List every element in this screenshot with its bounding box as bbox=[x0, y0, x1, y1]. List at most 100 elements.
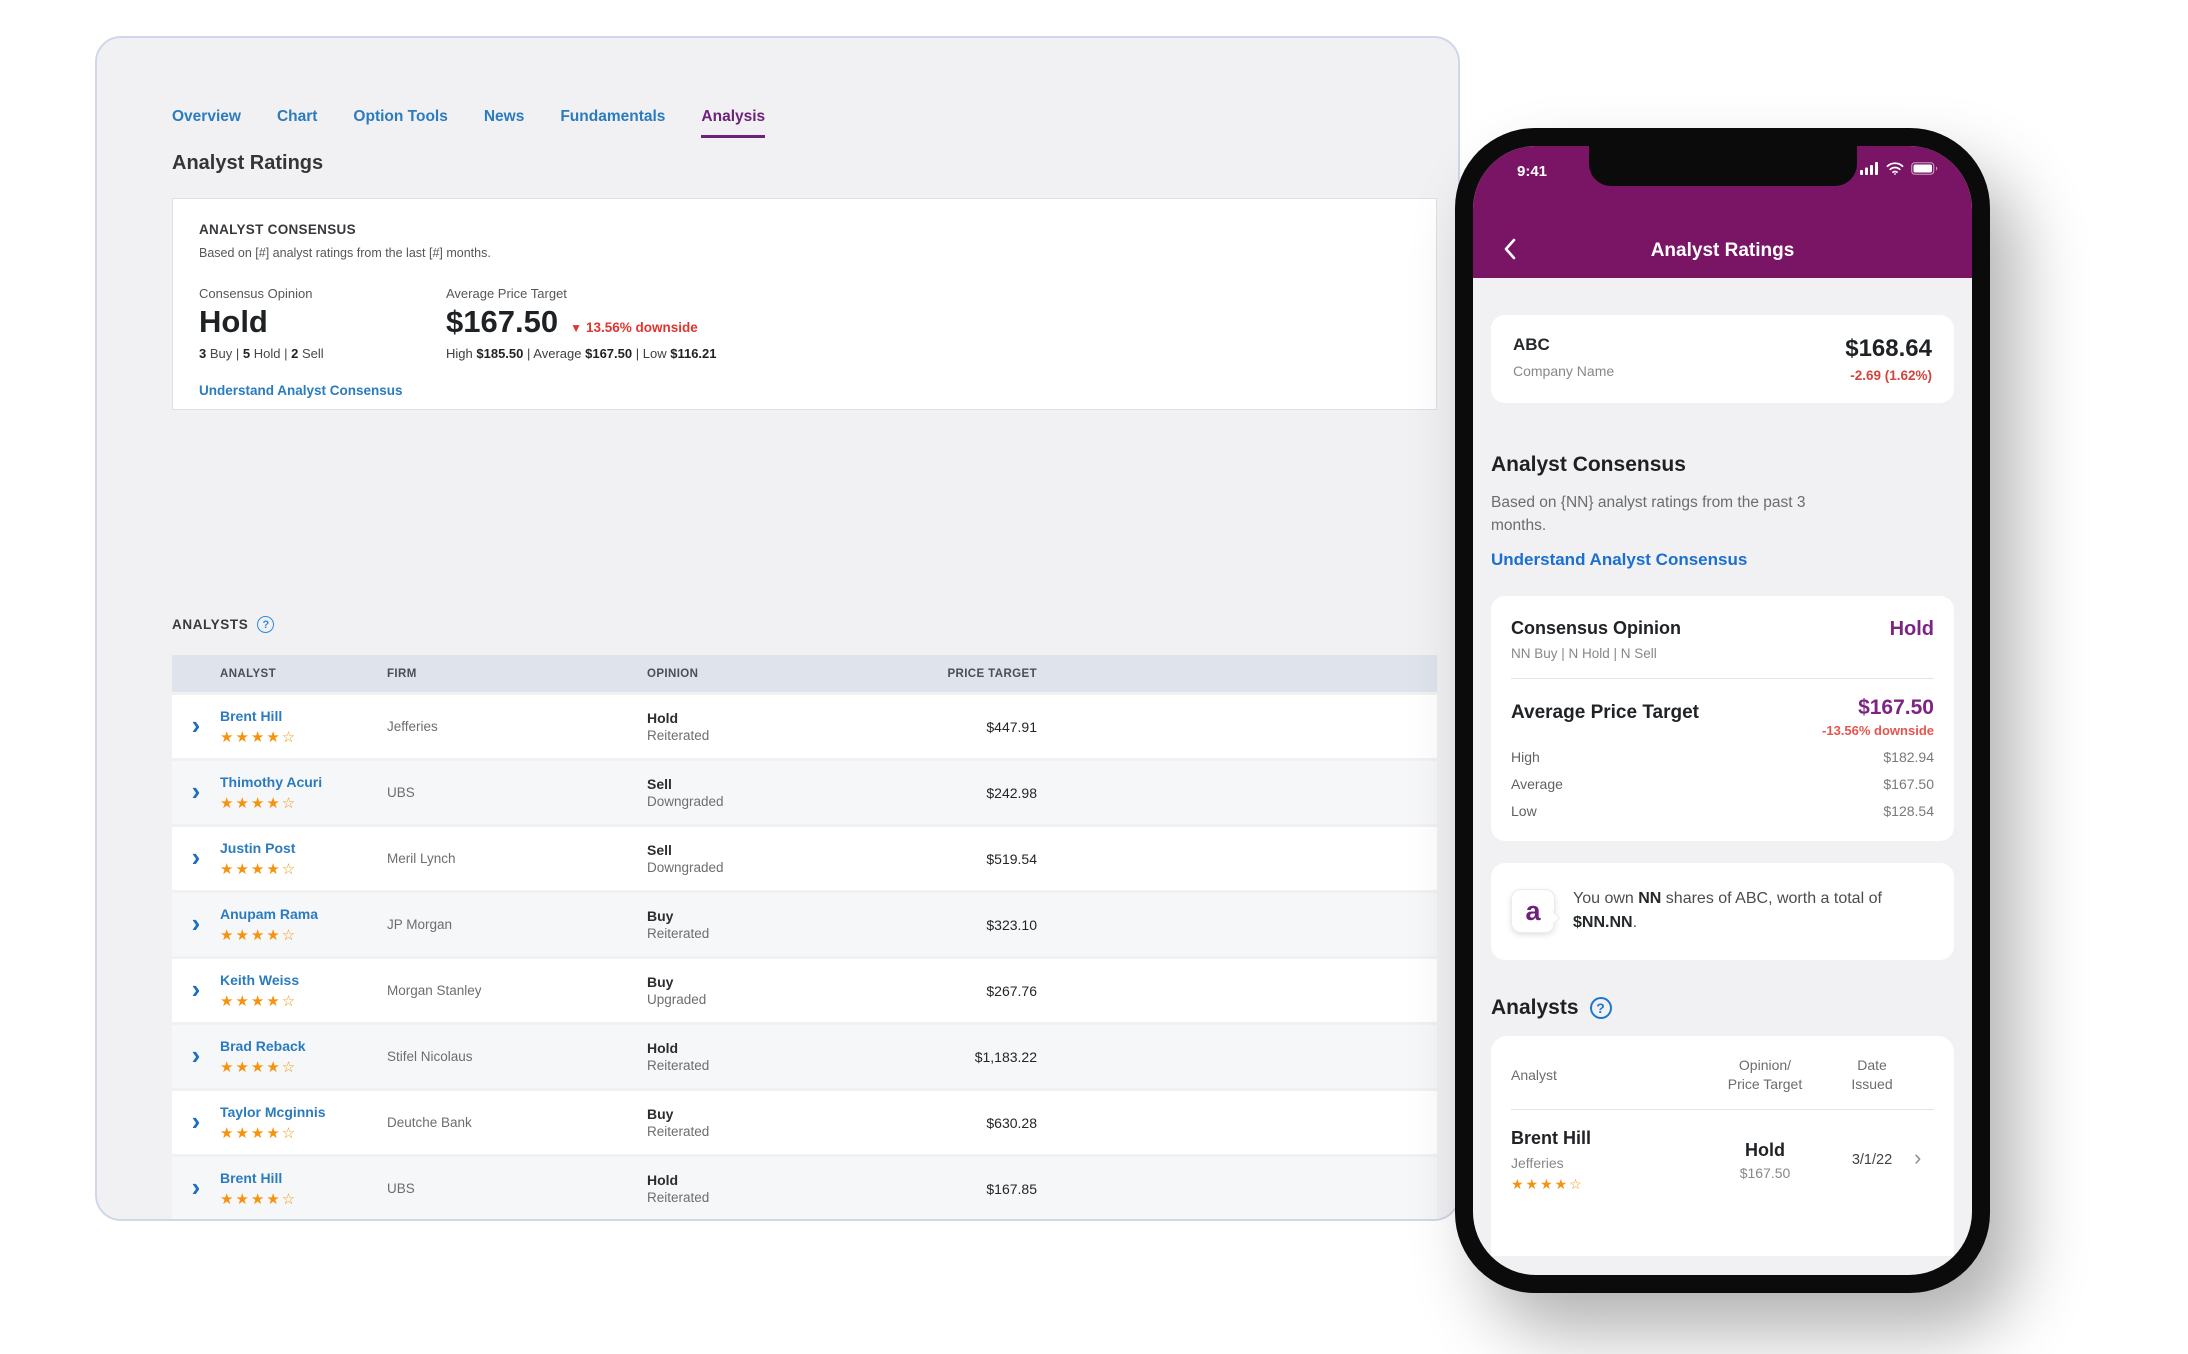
analyst-name-link[interactable]: Anupam Rama bbox=[220, 905, 319, 922]
header-opinion: OPINION bbox=[647, 667, 699, 680]
row-expand-chevron-icon[interactable]: › bbox=[191, 709, 201, 740]
phone-analysts-card: Analyst Opinion/ Price Target Date Issue… bbox=[1491, 1036, 1954, 1257]
star-rating: ★★★★☆ bbox=[220, 728, 298, 746]
tab-option-tools[interactable]: Option Tools bbox=[353, 108, 448, 125]
understand-consensus-link[interactable]: Understand Analyst Consensus bbox=[199, 383, 403, 398]
tab-bar: Overview Chart Option Tools News Fundame… bbox=[172, 108, 766, 138]
firm-cell: Meril Lynch bbox=[387, 851, 456, 866]
range-value-high: $182.94 bbox=[1883, 748, 1934, 765]
star-rating: ★★★★☆ bbox=[220, 1124, 298, 1142]
consensus-opinion-label: Consensus Opinion bbox=[199, 286, 313, 301]
row-expand-chevron-icon[interactable]: › bbox=[191, 1039, 201, 1070]
table-row[interactable]: › Anupam Rama ★★★★☆ JP Morgan Buy Reiterated $… bbox=[172, 893, 1437, 956]
price-target-cell: $242.98 bbox=[986, 784, 1037, 801]
phone-analyst-name: Brent Hill bbox=[1511, 1127, 1592, 1148]
phone-analyst-firm: Jefferies bbox=[1511, 1154, 1564, 1171]
firm-cell: UBS bbox=[387, 785, 415, 800]
wifi-icon bbox=[1886, 162, 1904, 180]
header-price-target: PRICE TARGET bbox=[947, 667, 1037, 680]
phone-target-value: $167.50 bbox=[1858, 695, 1934, 719]
phone-header-opinion: Opinion/ Price Target bbox=[1727, 1057, 1803, 1092]
tab-fundamentals[interactable]: Fundamentals bbox=[560, 108, 666, 125]
phone-rating-breakdown: NN Buy | N Hold | N Sell bbox=[1511, 645, 1657, 661]
star-rating: ★★★★☆ bbox=[220, 926, 298, 944]
analysts-help-icon[interactable]: ? bbox=[257, 616, 275, 633]
table-row[interactable]: › Brad Reback ★★★★☆ Stifel Nicolaus Hold Reit… bbox=[172, 1025, 1437, 1088]
table-row[interactable]: › Justin Post ★★★★☆ Meril Lynch Sell Downgrad… bbox=[172, 827, 1437, 890]
company-name: Company Name bbox=[1513, 363, 1615, 379]
battery-icon bbox=[1911, 162, 1938, 180]
price-target-value: $167.50 bbox=[446, 304, 559, 339]
page-title: Analyst Ratings bbox=[172, 152, 324, 174]
analyst-name-link[interactable]: Taylor Mcginnis bbox=[220, 1103, 326, 1120]
header-analyst: ANALYST bbox=[220, 667, 277, 680]
price-target-cell: $267.76 bbox=[986, 982, 1037, 999]
price-target-cell: $167.85 bbox=[986, 1180, 1037, 1197]
consensus-card-title: ANALYST CONSENSUS bbox=[199, 222, 356, 237]
table-header-row: ANALYST FIRM OPINION PRICE TARGET bbox=[172, 655, 1437, 692]
opinion-cell: Buy Upgraded bbox=[647, 974, 707, 1007]
analyst-name-link[interactable]: Brent Hill bbox=[220, 1169, 283, 1186]
back-chevron-icon[interactable] bbox=[1503, 238, 1517, 265]
phone-row-chevron-icon[interactable]: › bbox=[1914, 1145, 1922, 1171]
range-label-high: High bbox=[1511, 748, 1540, 765]
table-row[interactable]: › Keith Weiss ★★★★☆ Morgan Stanley Buy Upgrad… bbox=[172, 959, 1437, 1022]
firm-cell: Morgan Stanley bbox=[387, 983, 482, 998]
phone-analyst-date: 3/1/22 bbox=[1851, 1152, 1893, 1169]
firm-cell: Deutche Bank bbox=[387, 1115, 472, 1130]
opinion-cell: Buy Reiterated bbox=[647, 1106, 710, 1139]
firm-cell: UBS bbox=[387, 1181, 415, 1196]
row-expand-chevron-icon[interactable]: › bbox=[191, 775, 201, 806]
row-expand-chevron-icon[interactable]: › bbox=[191, 907, 201, 938]
app-logo-icon: a bbox=[1511, 889, 1555, 934]
rating-breakdown: 3 Buy | 5 Hold | 2 Sell bbox=[199, 346, 324, 361]
row-expand-chevron-icon[interactable]: › bbox=[191, 1171, 201, 1202]
range-value-average: $167.50 bbox=[1883, 775, 1934, 792]
table-row[interactable]: › Taylor Mcginnis ★★★★☆ Deutche Bank Buy Reit… bbox=[172, 1091, 1437, 1154]
analyst-name-link[interactable]: Brad Reback bbox=[220, 1037, 306, 1054]
phone-analyst-price: $167.50 bbox=[1739, 1164, 1791, 1181]
analyst-name-link[interactable]: Thimothy Acuri bbox=[220, 773, 323, 790]
analyst-name-link[interactable]: Justin Post bbox=[220, 839, 296, 856]
phone-consensus-card: Consensus Opinion NN Buy | N Hold | N Se… bbox=[1491, 595, 1954, 841]
phone-star-rating: ★★★★☆ bbox=[1511, 1175, 1584, 1192]
consensus-card-subtitle: Based on [#] analyst ratings from the la… bbox=[199, 246, 491, 260]
tab-chart[interactable]: Chart bbox=[276, 108, 318, 125]
firm-cell: Stifel Nicolaus bbox=[387, 1049, 473, 1064]
phone-understand-consensus-link[interactable]: Understand Analyst Consensus bbox=[1491, 549, 1748, 569]
analyst-consensus-card: ANALYST CONSENSUS Based on [#] analyst r… bbox=[172, 198, 1437, 410]
table-row[interactable]: › Brent Hill ★★★★☆ UBS Hold Reiterated $167.85 bbox=[172, 1157, 1437, 1219]
analysts-section-title: ANALYSTS bbox=[172, 617, 249, 632]
phone-analyst-opinion: Hold bbox=[1745, 1139, 1785, 1160]
price-target-cell: $1,183.22 bbox=[974, 1048, 1037, 1065]
row-expand-chevron-icon[interactable]: › bbox=[191, 1105, 201, 1136]
tab-news[interactable]: News bbox=[483, 108, 525, 125]
phone-mockup: 9:41 bbox=[1455, 128, 1990, 1293]
table-row[interactable]: › Thimothy Acuri ★★★★☆ UBS Sell Downgraded $24… bbox=[172, 761, 1437, 824]
tab-analysis[interactable]: Analysis bbox=[701, 108, 766, 138]
signal-icon bbox=[1860, 162, 1879, 180]
table-row[interactable]: › Brent Hill ★★★★☆ Jefferies Hold Reiterated $… bbox=[172, 695, 1437, 758]
analyst-name-link[interactable]: Brent Hill bbox=[220, 707, 283, 724]
analyst-table-body: › Brent Hill ★★★★☆ Jefferies Hold Reiterated $… bbox=[172, 695, 1437, 1219]
analyst-table: ANALYST FIRM OPINION PRICE TARGET › Brent… bbox=[172, 655, 1437, 1219]
phone-consensus-title: Analyst Consensus bbox=[1491, 453, 1686, 476]
stock-price: $168.64 bbox=[1845, 335, 1932, 362]
analyst-name-link[interactable]: Keith Weiss bbox=[220, 971, 300, 988]
phone-header-date: Date Issued bbox=[1851, 1057, 1893, 1092]
row-expand-chevron-icon[interactable]: › bbox=[191, 841, 201, 872]
price-target-cell: $323.10 bbox=[986, 916, 1037, 933]
price-target-range: High $185.50 | Average $167.50 | Low $11… bbox=[446, 346, 717, 361]
phone-consensus-subtitle: Based on {NN} analyst ratings from the p… bbox=[1491, 494, 1806, 535]
quote-card: ABC Company Name $168.64 -2.69 (1.62%) bbox=[1491, 315, 1954, 403]
star-rating: ★★★★☆ bbox=[220, 1190, 298, 1208]
firm-cell: JP Morgan bbox=[387, 917, 453, 932]
divider bbox=[1511, 1108, 1934, 1110]
tab-overview[interactable]: Overview bbox=[172, 108, 241, 125]
phone-analyst-row[interactable]: Brent Hill Jefferies ★★★★☆ Hold $167.50 … bbox=[1511, 1128, 1934, 1193]
row-expand-chevron-icon[interactable]: › bbox=[191, 973, 201, 1004]
downside-indicator: ▼ 13.56% downside bbox=[570, 320, 698, 335]
phone-analysts-help-icon[interactable]: ? bbox=[1589, 997, 1612, 1020]
opinion-cell: Hold Reiterated bbox=[647, 1040, 710, 1073]
